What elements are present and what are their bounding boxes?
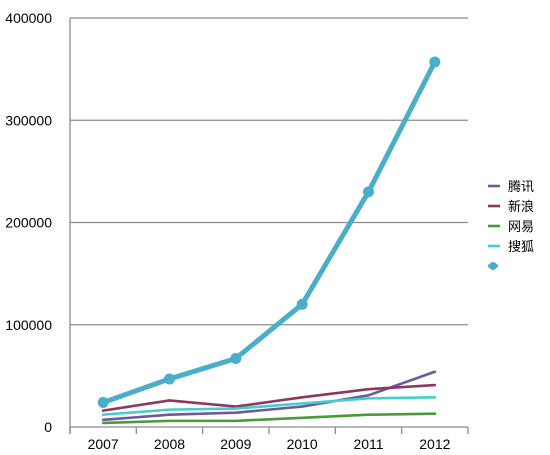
legend-label: 新浪 <box>508 199 534 215</box>
x-tick-label: 2008 <box>154 436 185 452</box>
series-line-网易 <box>101 412 437 425</box>
x-tick-label: 2010 <box>287 436 318 452</box>
x-tick-label: 2012 <box>419 436 450 452</box>
series-line-highlight <box>100 59 438 405</box>
legend-marker <box>489 262 497 270</box>
x-tick-label: 2007 <box>88 436 119 452</box>
grid-layer <box>70 17 468 326</box>
data-point <box>429 56 441 68</box>
x-tick-label: 2011 <box>353 436 383 452</box>
data-point <box>97 396 109 408</box>
y-tick-label: 100000 <box>5 317 52 333</box>
axis-layer: 0 100000 200000 300000 400000 2007 2008 2009 201… <box>5 10 469 452</box>
legend-label: 腾讯 <box>508 179 534 195</box>
y-tick-label: 0 <box>44 419 52 435</box>
data-point <box>363 186 374 198</box>
legend-label: 网易 <box>508 220 534 235</box>
data-point <box>296 298 308 310</box>
data-point <box>164 373 175 385</box>
series-line-搜狐 <box>101 396 437 417</box>
data-point <box>230 352 242 364</box>
series-line-腾讯 <box>101 370 437 422</box>
x-tick-label: 2009 <box>220 436 251 452</box>
y-tick-label: 300000 <box>5 112 52 128</box>
y-tick-label: 200000 <box>5 215 52 231</box>
y-tick-label: 400000 <box>5 10 52 26</box>
series-layer <box>97 56 441 425</box>
series-line-新浪 <box>101 383 437 412</box>
legend-label: 搜狐 <box>508 240 534 255</box>
